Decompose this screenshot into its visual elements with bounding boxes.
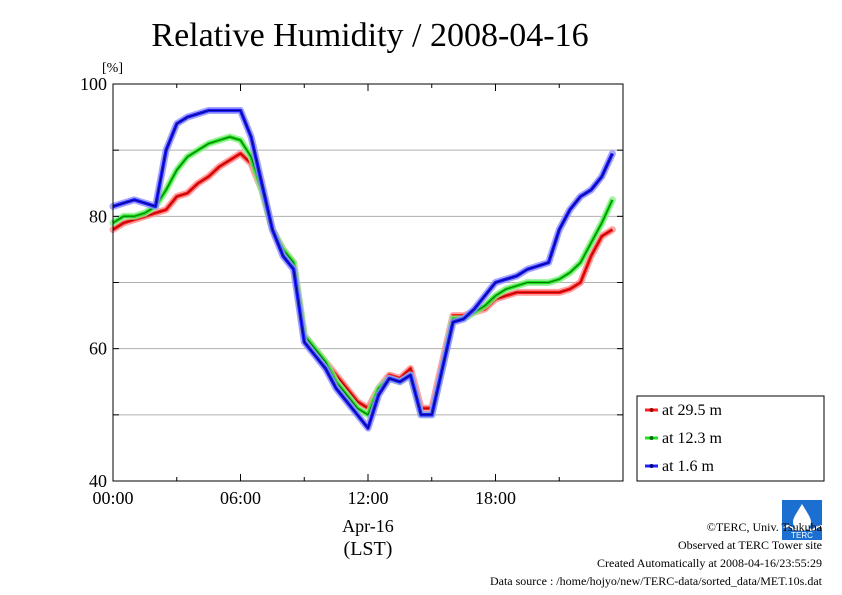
legend-marker	[649, 464, 654, 468]
y-unit-label: [%]	[102, 61, 123, 76]
legend-label: at 29.5 m	[662, 402, 723, 419]
x-tick-label: 00:00	[92, 488, 133, 508]
series-core-line	[112, 136, 613, 416]
y-axis: 40 60 80 100	[80, 74, 623, 491]
legend-marker	[649, 436, 654, 440]
legend-box	[636, 395, 825, 482]
y-tick-label: 100	[80, 74, 107, 94]
x-axis: 00:00 06:00 12:00 18:00	[92, 84, 624, 508]
logo-text: TERC	[791, 531, 813, 540]
legend-marker	[649, 408, 654, 412]
x-axis-timezone-label: (LST)	[344, 538, 393, 560]
series-line	[112, 135, 614, 417]
legend-label: at 1.6 m	[662, 458, 715, 475]
copyright-text: ©TERC, Univ. Tsukuba	[706, 520, 822, 534]
series-core-line	[112, 110, 613, 429]
created-text: Created Automatically at 2008-04-16/23:5…	[597, 556, 822, 570]
series-scatter-band	[109, 133, 616, 419]
x-tick-label: 06:00	[220, 488, 261, 508]
y-tick-label: 40	[89, 471, 107, 491]
y-tick-label: 80	[89, 206, 107, 226]
terc-logo: TERC	[782, 500, 825, 545]
legend-label: at 12.3 m	[662, 430, 723, 447]
legend: at 29.5 m at 12.3 m at 1.6 m	[636, 395, 825, 482]
series-core-line	[112, 153, 613, 409]
x-tick-label: 18:00	[475, 488, 516, 508]
series-lines	[109, 107, 616, 432]
data-source-text: Data source : /home/hojyo/new/TERC-data/…	[489, 574, 822, 588]
observed-text: Observed at TERC Tower site	[677, 538, 822, 552]
x-tick-label: 12:00	[347, 488, 388, 508]
x-axis-date-label: Apr-16	[342, 516, 394, 536]
chart-title: Relative Humidity / 2008-04-16	[151, 17, 588, 54]
y-tick-label: 60	[89, 339, 107, 359]
